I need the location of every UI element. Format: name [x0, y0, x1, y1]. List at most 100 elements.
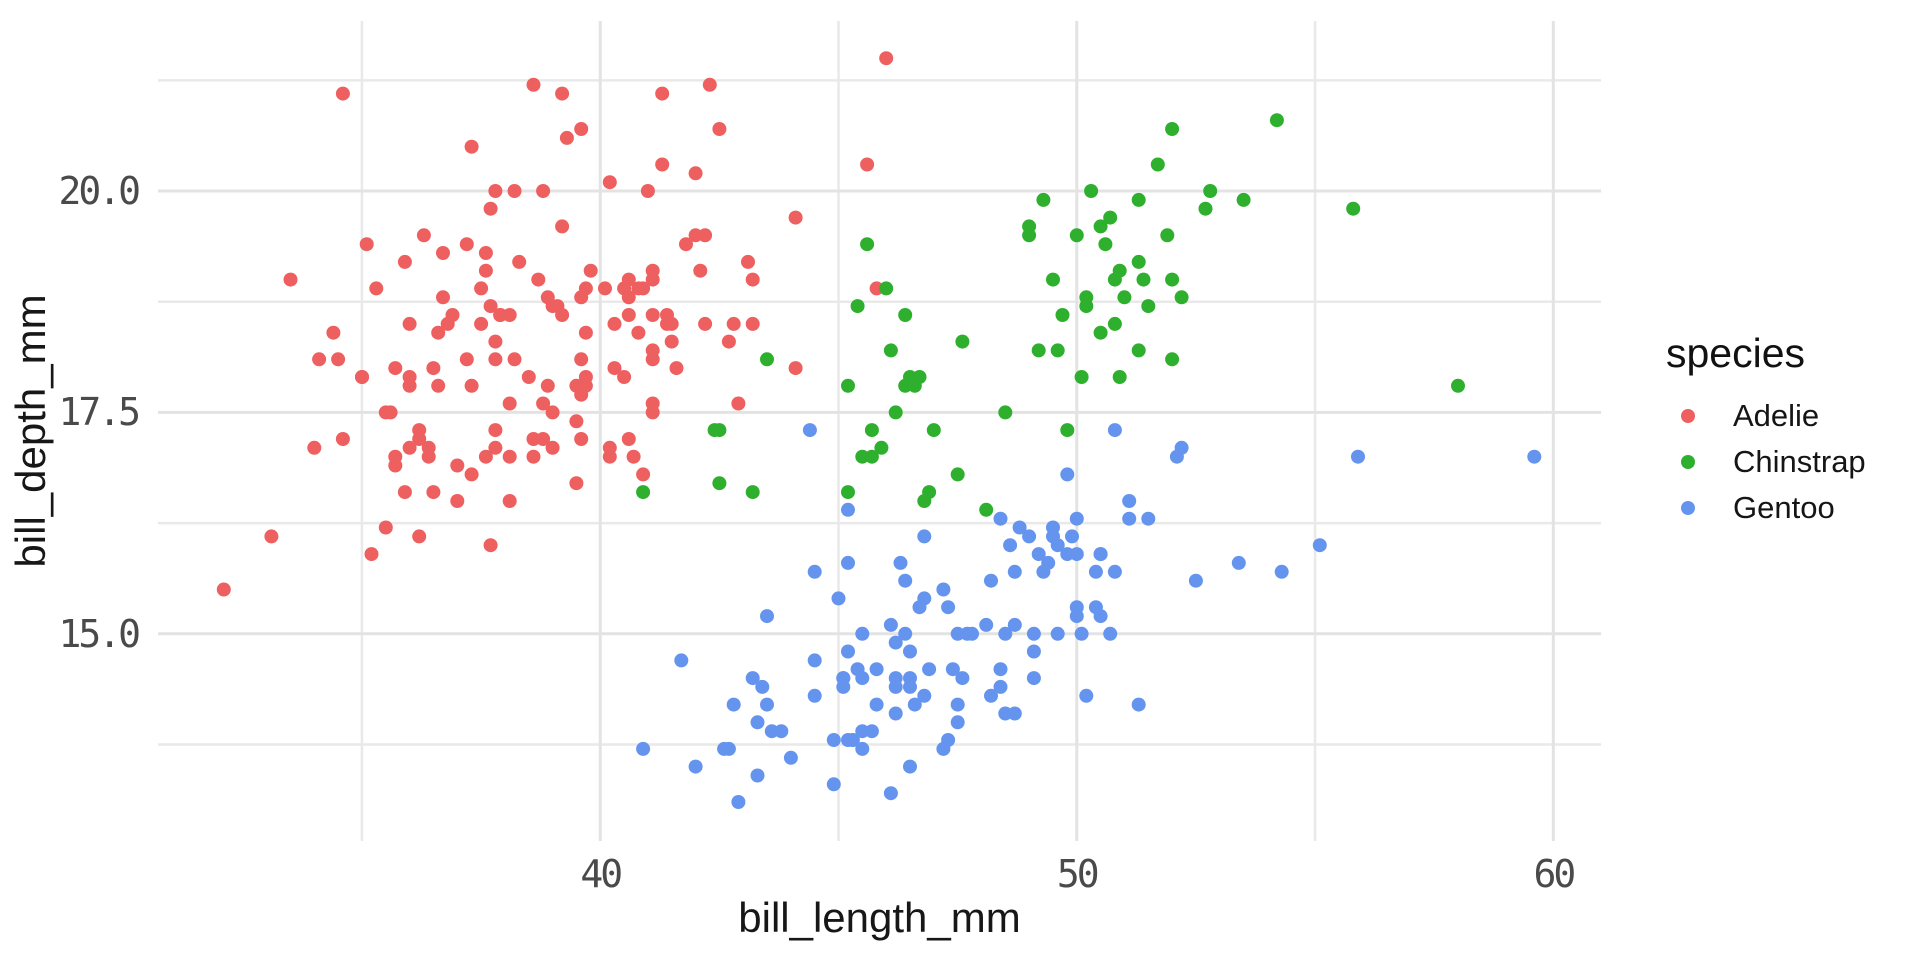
- point-adelie: [512, 254, 527, 269]
- point-gentoo: [731, 795, 746, 809]
- point-adelie: [664, 316, 679, 331]
- point-gentoo: [993, 679, 1008, 694]
- point-adelie: [478, 246, 493, 260]
- point-gentoo: [950, 626, 965, 641]
- point-chinstrap: [1093, 219, 1108, 234]
- point-adelie: [459, 237, 474, 252]
- point-adelie: [359, 237, 374, 252]
- point-adelie: [493, 308, 508, 322]
- point-adelie: [645, 405, 660, 420]
- legend-item-label: Adelie: [1733, 398, 1820, 433]
- point-gentoo: [636, 741, 651, 756]
- point-gentoo: [917, 688, 932, 703]
- point-adelie: [526, 432, 541, 446]
- point-gentoo: [750, 715, 765, 730]
- point-chinstrap: [1055, 308, 1070, 322]
- point-gentoo: [945, 662, 960, 677]
- point-chinstrap: [955, 334, 970, 349]
- point-chinstrap: [926, 423, 941, 438]
- point-adelie: [488, 352, 503, 367]
- point-adelie: [536, 396, 551, 411]
- point-adelie: [631, 325, 646, 340]
- point-chinstrap: [1160, 228, 1175, 243]
- point-chinstrap: [855, 449, 870, 464]
- point-gentoo: [1122, 511, 1137, 526]
- point-gentoo: [1231, 555, 1246, 570]
- point-gentoo: [1003, 538, 1018, 553]
- point-adelie: [578, 370, 593, 384]
- point-chinstrap: [1150, 157, 1165, 172]
- y-tick-label: 15.0: [58, 611, 141, 656]
- point-adelie: [488, 423, 503, 438]
- point-adelie: [412, 432, 427, 446]
- point-adelie: [464, 139, 479, 154]
- point-gentoo: [688, 759, 703, 774]
- point-chinstrap: [1084, 184, 1099, 198]
- point-gentoo: [936, 741, 951, 756]
- point-adelie: [536, 432, 551, 446]
- point-gentoo: [1527, 449, 1542, 464]
- point-gentoo: [1050, 626, 1065, 641]
- point-gentoo: [674, 653, 689, 668]
- point-chinstrap: [850, 299, 865, 314]
- point-gentoo: [1174, 440, 1189, 455]
- point-chinstrap: [860, 237, 875, 252]
- point-adelie: [607, 316, 622, 331]
- point-gentoo: [836, 679, 851, 694]
- point-gentoo: [1060, 467, 1075, 482]
- point-adelie: [383, 405, 398, 420]
- point-adelie: [488, 184, 503, 198]
- point-adelie: [283, 272, 298, 287]
- point-gentoo: [864, 724, 879, 739]
- point-adelie: [264, 529, 279, 544]
- point-gentoo: [807, 564, 822, 579]
- point-gentoo: [841, 733, 855, 747]
- point-adelie: [583, 263, 598, 278]
- point-adelie: [693, 263, 708, 278]
- point-adelie: [574, 352, 589, 367]
- y-tick-label: 20.0: [58, 169, 141, 214]
- point-chinstrap: [1198, 201, 1213, 216]
- point-chinstrap: [1269, 113, 1284, 128]
- point-gentoo: [1093, 547, 1108, 562]
- point-adelie: [788, 210, 803, 225]
- point-gentoo: [1274, 564, 1289, 579]
- point-adelie: [569, 414, 584, 429]
- point-gentoo: [802, 423, 817, 438]
- point-chinstrap: [1136, 272, 1151, 287]
- point-chinstrap: [1141, 299, 1156, 314]
- point-adelie: [388, 361, 403, 376]
- legend-dot-icon: [1681, 409, 1695, 423]
- point-adelie: [621, 290, 636, 305]
- point-adelie: [335, 86, 350, 101]
- point-chinstrap: [1050, 343, 1065, 358]
- point-gentoo: [1026, 626, 1041, 641]
- point-adelie: [860, 157, 875, 172]
- point-adelie: [312, 352, 327, 367]
- point-gentoo: [936, 582, 951, 597]
- point-chinstrap: [1046, 272, 1060, 287]
- point-adelie: [655, 86, 670, 101]
- point-gentoo: [1041, 555, 1056, 570]
- point-adelie: [426, 361, 441, 376]
- point-gentoo: [941, 600, 956, 615]
- point-adelie: [621, 432, 636, 446]
- point-chinstrap: [1112, 370, 1127, 384]
- point-adelie: [578, 281, 593, 296]
- point-adelie: [721, 334, 736, 349]
- point-chinstrap: [1203, 184, 1218, 198]
- point-adelie: [636, 467, 651, 482]
- point-adelie: [645, 352, 660, 367]
- point-gentoo: [888, 679, 903, 694]
- point-gentoo: [755, 679, 770, 694]
- point-gentoo: [883, 786, 898, 801]
- point-gentoo: [898, 626, 913, 641]
- point-adelie: [645, 263, 660, 278]
- point-gentoo: [1188, 573, 1203, 588]
- point-gentoo: [1131, 697, 1146, 712]
- point-adelie: [459, 352, 474, 367]
- point-gentoo: [855, 671, 870, 686]
- point-adelie: [450, 458, 465, 473]
- point-gentoo: [869, 662, 884, 677]
